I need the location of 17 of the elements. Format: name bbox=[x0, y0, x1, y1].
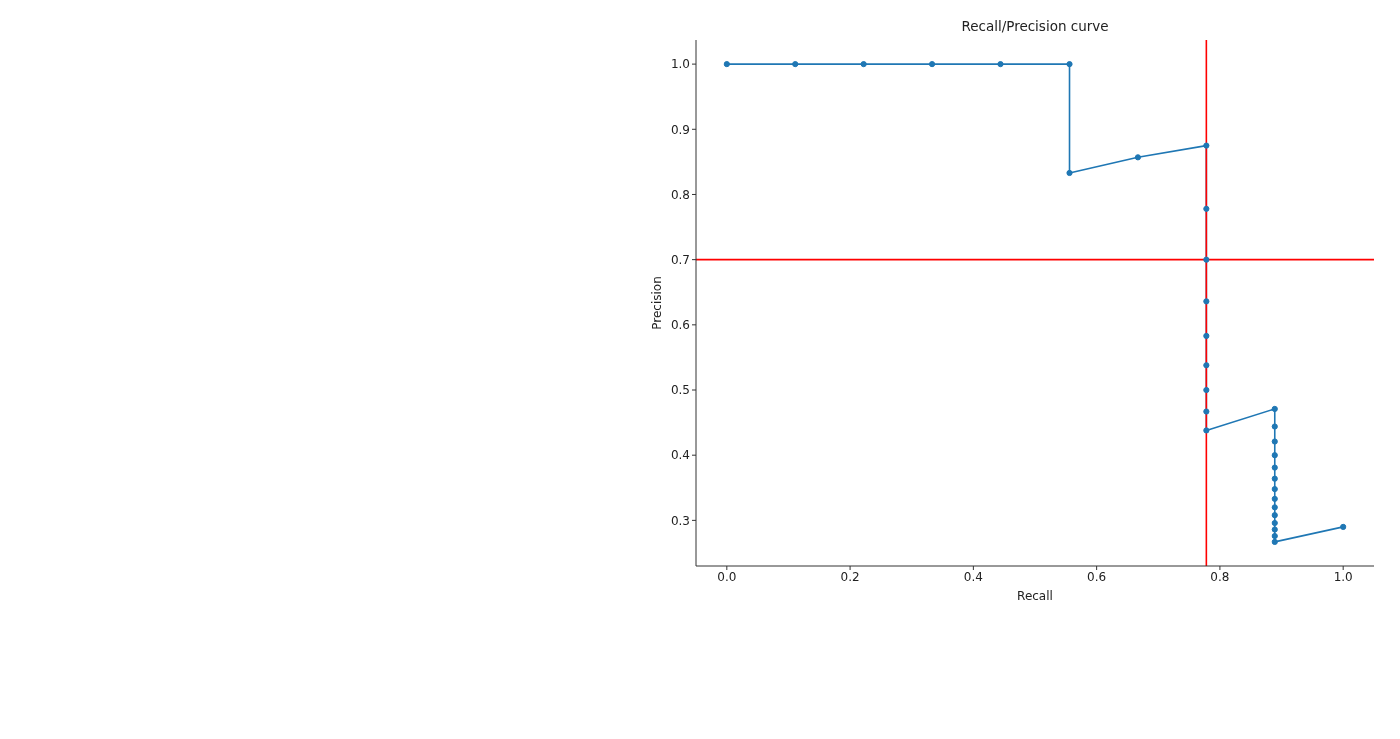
y-tick-label: 0.7 bbox=[670, 252, 690, 267]
x-tick-label: 0.8 bbox=[1210, 569, 1230, 584]
x-tick-label: 0.4 bbox=[963, 569, 983, 584]
chart-title: Recall/Precision curve bbox=[961, 18, 1109, 34]
y-tick-label: 0.6 bbox=[670, 318, 690, 333]
y-tick-label: 0.4 bbox=[670, 448, 690, 463]
y-tick-label: 0.9 bbox=[670, 122, 690, 137]
y-tick-label: 0.8 bbox=[670, 187, 690, 202]
x-tick-label: 1.0 bbox=[1333, 569, 1353, 584]
y-tick-label: 1.0 bbox=[670, 57, 690, 72]
y-axis-title: Precision bbox=[650, 276, 664, 330]
x-tick-label: 0.2 bbox=[840, 569, 860, 584]
y-tick-label: 0.5 bbox=[670, 383, 690, 398]
x-axis-title: Recall bbox=[1017, 589, 1053, 603]
y-tick-label: 0.3 bbox=[670, 513, 690, 528]
x-tick-label: 0.6 bbox=[1087, 569, 1107, 584]
x-tick-label: 0.0 bbox=[717, 569, 737, 584]
